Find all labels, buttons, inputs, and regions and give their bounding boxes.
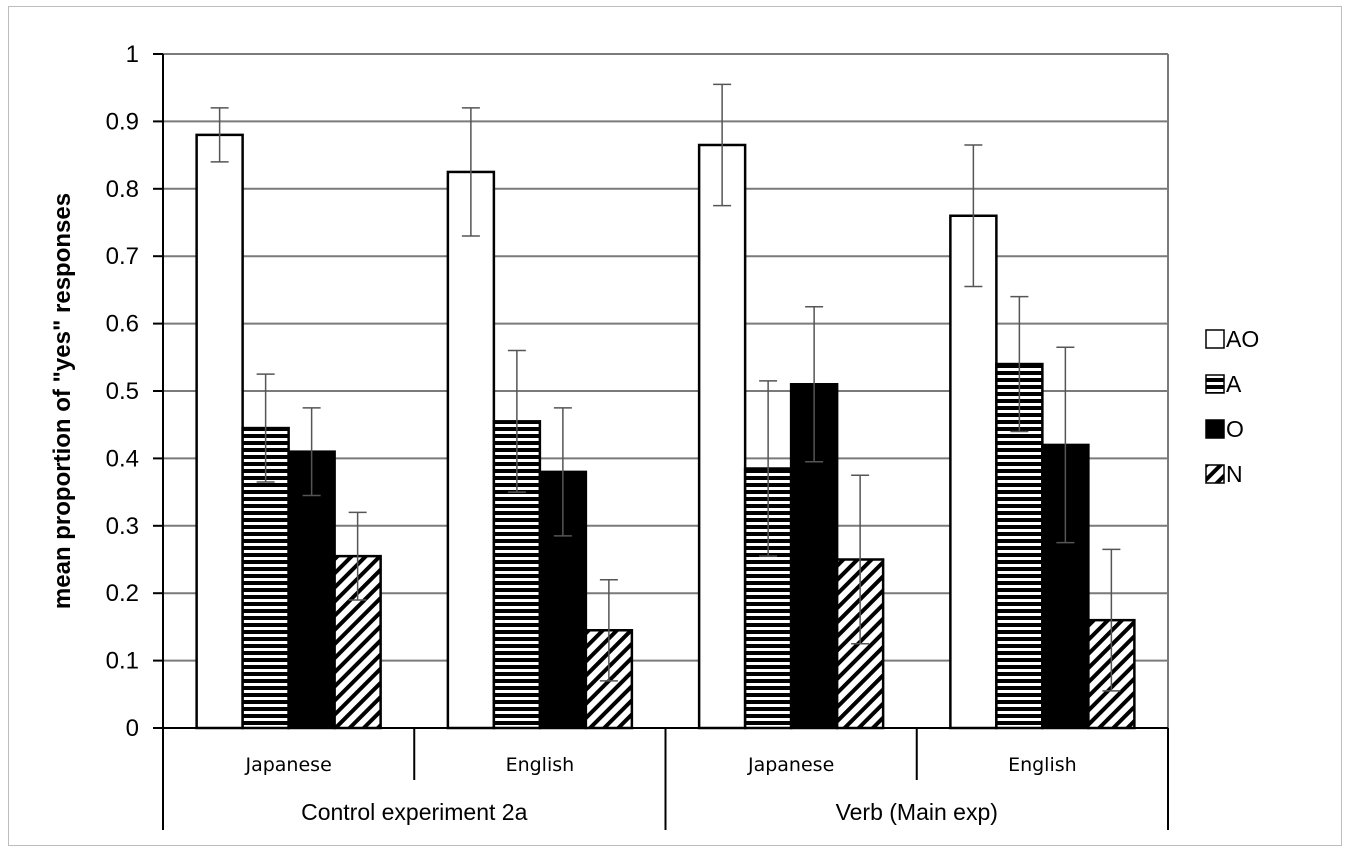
x-group-label: Control experiment 2a <box>301 799 527 825</box>
y-tick-label: 0.6 <box>106 311 139 338</box>
y-tick-label: 0.2 <box>106 580 139 607</box>
bar-AO <box>697 143 747 730</box>
y-tick-label: 0.3 <box>106 513 139 540</box>
legend-label: N <box>1226 461 1243 487</box>
bar-AO <box>195 133 244 730</box>
y-tick-label: 0.5 <box>106 378 139 405</box>
x-group-label: Verb (Main exp) <box>836 799 998 825</box>
bar-O <box>287 450 336 730</box>
bar-A <box>995 362 1044 730</box>
bars <box>195 133 1136 730</box>
x-category-label: Japanese <box>244 754 331 776</box>
y-tick-label: 0 <box>126 715 139 742</box>
legend-swatch-N <box>1205 464 1225 484</box>
y-axis-title: mean proportion of "yes" responses <box>49 193 76 609</box>
chart-frame <box>8 6 1342 846</box>
y-tick-label: 1 <box>126 41 139 68</box>
x-category-label: English <box>506 754 575 776</box>
legend-label: AO <box>1226 326 1259 352</box>
legend-label: O <box>1226 416 1244 442</box>
y-tick-label: 0.4 <box>106 445 139 472</box>
y-tick-label: 0.9 <box>106 108 139 135</box>
x-category-label: English <box>1008 754 1077 776</box>
y-tick-label: 0.8 <box>106 176 139 203</box>
legend-swatch-A <box>1205 374 1225 394</box>
bar-AO <box>949 214 998 730</box>
x-category-label: Japanese <box>747 754 834 776</box>
y-tick-label: 0.1 <box>106 648 139 675</box>
legend-label: A <box>1226 371 1242 397</box>
legend-swatch-AO <box>1205 329 1225 349</box>
axis-labels: 0 0.1 0.2 0.3 0.4 0.5 0.6 0.7 0.8 0.9 1 Japanese Eng… <box>49 41 1077 825</box>
legend-swatch-O <box>1205 419 1225 439</box>
error-bars <box>210 83 1121 692</box>
bar-AO <box>446 170 496 730</box>
y-tick-label: 0.7 <box>106 243 139 270</box>
